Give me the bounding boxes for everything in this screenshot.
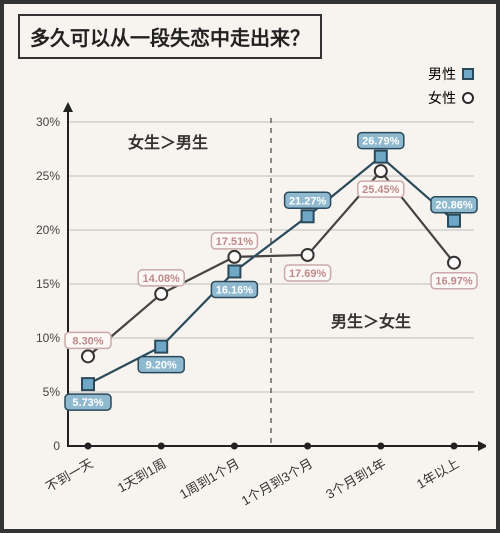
x-category-label: 1周到1个月 [177, 456, 242, 502]
chart-title: 多久可以从一段失恋中走出来？ [18, 14, 322, 59]
circle-marker-icon [462, 92, 474, 104]
legend-female: 女性 [428, 88, 474, 108]
legend-male-label: 男性 [428, 64, 456, 84]
svg-text:0: 0 [53, 439, 60, 453]
svg-text:8.30%: 8.30% [72, 335, 103, 347]
svg-text:30%: 30% [36, 115, 60, 129]
svg-text:14.08%: 14.08% [143, 273, 181, 285]
x-category-label: 1天到1周 [115, 456, 169, 496]
svg-text:17.69%: 17.69% [289, 268, 327, 280]
svg-text:16.97%: 16.97% [435, 276, 473, 288]
x-category-label: 3个月到1年 [323, 456, 388, 502]
svg-text:5.73%: 5.73% [72, 397, 103, 409]
square-marker-icon [462, 68, 474, 80]
svg-text:25%: 25% [36, 169, 60, 183]
chart-area: 男性 女性 05%10%15%20%25%30%不到一天1天到1周1周到1个月1… [18, 66, 482, 515]
svg-text:20.86%: 20.86% [435, 200, 473, 212]
svg-text:16.16%: 16.16% [216, 284, 254, 296]
chart-frame: 多久可以从一段失恋中走出来？ 男性 女性 0 5% 10% 15% 20% 25% 30% 不… [0, 0, 500, 533]
svg-text:9.20%: 9.20% [146, 360, 177, 372]
annotation-right: 男生＞女生 [331, 312, 411, 331]
svg-text:21.27%: 21.27% [289, 195, 327, 207]
legend-male: 男性 [428, 64, 474, 84]
svg-text:20%: 20% [36, 223, 60, 237]
legend-female-label: 女性 [428, 88, 456, 108]
chart-svg: 0 5% 10% 15% 20% 25% 30% 不到一天 1天到1周1周到1个月1个月到3个月… [18, 66, 486, 516]
svg-text:5%: 5% [43, 385, 61, 399]
x-category-label: 不到一天 [43, 456, 96, 495]
svg-text:26.79%: 26.79% [362, 136, 400, 148]
svg-text:10%: 10% [36, 331, 60, 345]
svg-text:15%: 15% [36, 277, 60, 291]
legend: 男性 女性 [428, 64, 474, 112]
svg-text:17.51%: 17.51% [216, 236, 254, 248]
x-category-label: 1年以上 [414, 456, 462, 492]
svg-text:25.45%: 25.45% [362, 184, 400, 196]
x-category-label: 1个月到3个月 [239, 456, 315, 509]
annotation-left: 女生＞男生 [128, 133, 208, 152]
